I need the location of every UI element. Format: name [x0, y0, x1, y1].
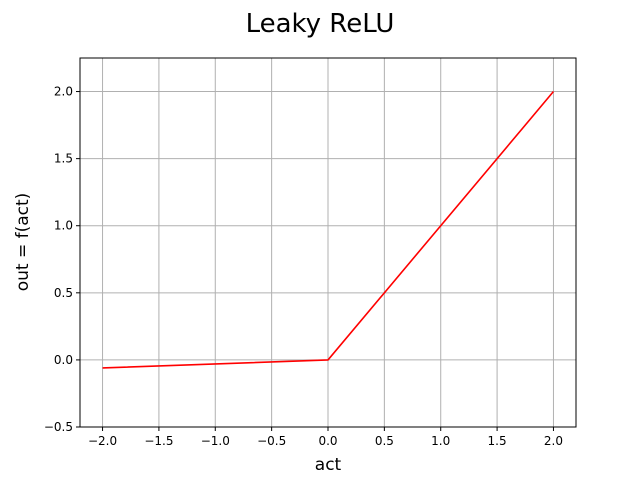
y-axis-label: out = f(act)	[13, 193, 33, 292]
x-tick-label: −2.0	[88, 434, 117, 448]
x-tick-label: 1.5	[488, 434, 507, 448]
x-tick-label: 0.5	[375, 434, 394, 448]
series-line	[102, 91, 555, 369]
y-tick-label: 1.0	[54, 219, 73, 233]
chart-title: Leaky ReLU	[246, 9, 395, 39]
x-tick-label: 1.0	[431, 434, 450, 448]
x-tick-label: 2.0	[544, 434, 563, 448]
x-axis: −2.0 −1.5 −1.0 −0.5 0.0 0.5 1.0 1.5 2.0	[88, 427, 563, 448]
grid	[80, 58, 576, 428]
y-tick-label: 0.5	[54, 286, 73, 300]
x-axis-label: act	[315, 455, 342, 475]
x-tick-label: −1.5	[144, 434, 173, 448]
x-tick-label: 0.0	[318, 434, 337, 448]
y-tick-label: 0.0	[54, 353, 73, 367]
x-tick-label: −0.5	[257, 434, 286, 448]
x-tick-label: −1.0	[201, 434, 230, 448]
series-layer	[102, 91, 555, 369]
y-tick-label: −0.5	[44, 420, 73, 434]
y-tick-label: 2.0	[54, 85, 73, 99]
y-axis: −0.5 0.0 0.5 1.0 1.5 2.0	[44, 85, 80, 434]
y-tick-label: 1.5	[54, 152, 73, 166]
